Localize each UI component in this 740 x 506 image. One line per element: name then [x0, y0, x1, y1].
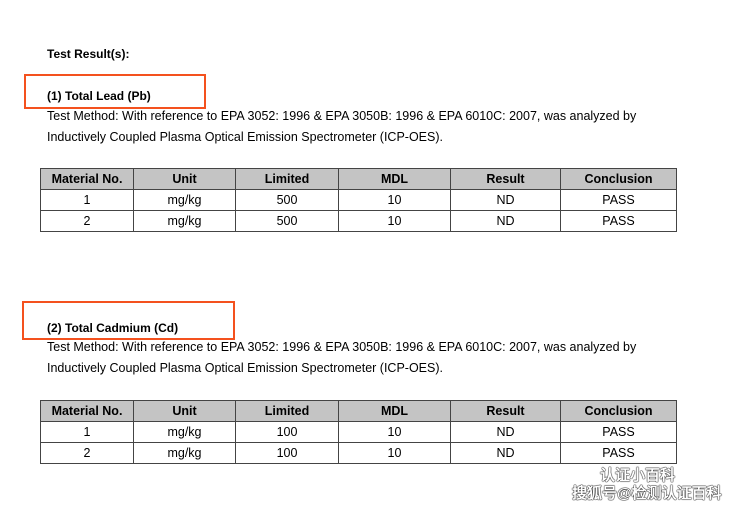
table-cell: PASS — [560, 210, 677, 232]
table-cell: 1 — [40, 189, 134, 211]
watermark-line2: 搜狐号@检测认证百科 — [572, 485, 722, 502]
table-cell: 100 — [235, 442, 339, 464]
table-cell: 500 — [235, 210, 339, 232]
table-cell: 500 — [235, 189, 339, 211]
table-cell: PASS — [560, 189, 677, 211]
table-row: 2 mg/kg 500 10 ND PASS — [40, 210, 677, 232]
table-cell: mg/kg — [133, 210, 236, 232]
table-cell: 10 — [338, 189, 451, 211]
column-header: Material No. — [40, 168, 134, 190]
table-cell: 2 — [40, 210, 134, 232]
column-header: Conclusion — [560, 400, 677, 422]
column-header: Limited — [235, 400, 339, 422]
cadmium-results-table: Material No. Unit Limited MDL Result Conclusi… — [40, 400, 677, 464]
table-row: 2 mg/kg 100 10 ND PASS — [40, 442, 677, 464]
table-row: 1 mg/kg 100 10 ND PASS — [40, 421, 677, 443]
column-header: Result — [450, 400, 561, 422]
table-cell: 10 — [338, 210, 451, 232]
table-cell: mg/kg — [133, 421, 236, 443]
column-header: Conclusion — [560, 168, 677, 190]
table-cell: 10 — [338, 442, 451, 464]
column-header: Limited — [235, 168, 339, 190]
table-cell: PASS — [560, 421, 677, 443]
lead-results-table: Material No. Unit Limited MDL Result Conclusi… — [40, 168, 677, 232]
header-row: Material No. Unit Limited MDL Result Conclusi… — [40, 400, 677, 422]
table-cell: PASS — [560, 442, 677, 464]
test-results-heading: Test Result(s): — [47, 47, 130, 61]
column-header: Unit — [133, 400, 236, 422]
table-cell: mg/kg — [133, 189, 236, 211]
column-header: Result — [450, 168, 561, 190]
test-method: Test Method: With reference to EPA 3052:… — [47, 106, 636, 148]
table-row: 1 mg/kg 500 10 ND PASS — [40, 189, 677, 211]
test-method: Test Method: With reference to EPA 3052:… — [47, 337, 636, 379]
highlight-box — [24, 74, 206, 109]
table-cell: 10 — [338, 421, 451, 443]
table-cell: ND — [450, 189, 561, 211]
column-header: Material No. — [40, 400, 134, 422]
table-cell: ND — [450, 421, 561, 443]
method-line: Inductively Coupled Plasma Optical Emiss… — [47, 130, 443, 144]
column-header: MDL — [338, 400, 451, 422]
watermark-line1: 认证小百科 — [600, 467, 676, 484]
table-cell: 2 — [40, 442, 134, 464]
method-line: Test Method: With reference to EPA 3052:… — [47, 109, 637, 123]
table-cell: mg/kg — [133, 442, 236, 464]
section-title: (2) Total Cadmium (Cd) — [47, 321, 179, 335]
column-header: Unit — [133, 168, 236, 190]
table-cell: 100 — [235, 421, 339, 443]
header-row: Material No. Unit Limited MDL Result Conclusi… — [40, 168, 677, 190]
method-line: Inductively Coupled Plasma Optical Emiss… — [47, 361, 443, 375]
section-title: (1) Total Lead (Pb) — [47, 89, 151, 103]
method-line: Test Method: With reference to EPA 3052:… — [47, 340, 637, 354]
table-cell: 1 — [40, 421, 134, 443]
column-header: MDL — [338, 168, 451, 190]
table-cell: ND — [450, 442, 561, 464]
highlight-box — [22, 301, 235, 340]
table-cell: ND — [450, 210, 561, 232]
